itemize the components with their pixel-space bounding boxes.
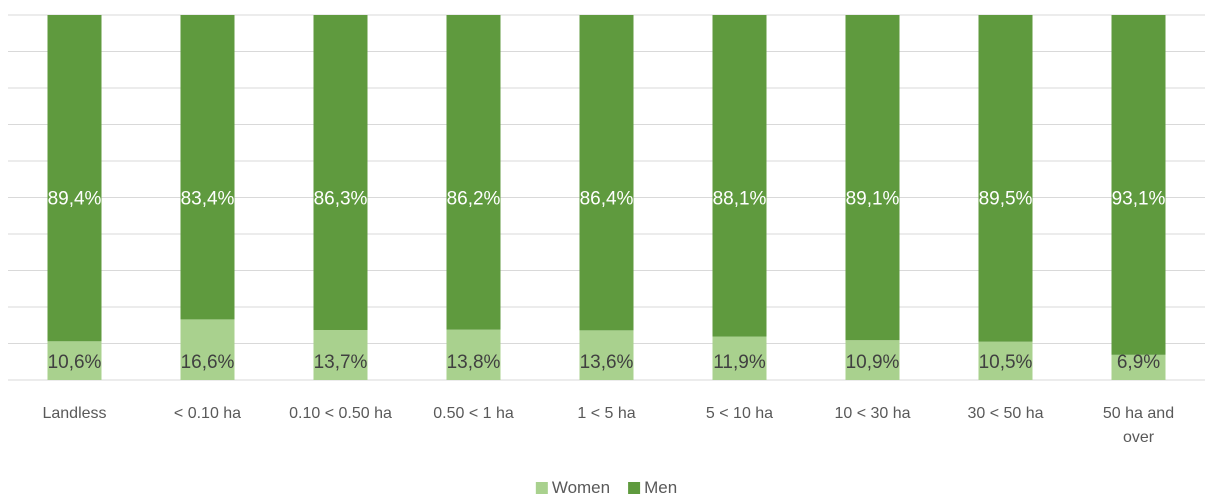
data-label-women: 10,9% (846, 352, 900, 373)
x-tick-label: 0.10 < 0.50 ha (289, 405, 392, 422)
data-label-men: 88,1% (713, 189, 767, 210)
data-label-women: 13,8% (447, 352, 501, 373)
bar-women-4 (579, 330, 634, 380)
x-tick-label: 30 < 50 ha (967, 405, 1043, 422)
bar-men-7 (978, 15, 1033, 342)
bar-women-3 (446, 329, 501, 380)
data-label-women: 13,7% (314, 352, 368, 373)
bar-men-1 (180, 15, 235, 320)
bar-men-3 (446, 15, 501, 330)
legend-swatch-men (628, 482, 641, 494)
x-tick-label: Landless (42, 405, 106, 422)
bar-women-7 (978, 341, 1033, 380)
data-label-women: 10,6% (48, 352, 102, 373)
data-label-men: 89,5% (979, 189, 1033, 210)
data-label-men: 86,3% (314, 189, 368, 210)
bar-women-1 (180, 319, 235, 380)
data-label-men: 89,1% (846, 189, 900, 210)
legend-swatch-women (535, 482, 548, 494)
bar-women-5 (712, 336, 767, 380)
data-label-men: 86,4% (580, 189, 634, 210)
x-axis: Landless < 0.10 ha 0.10 < 0.50 ha 0.50 < 1 … (42, 405, 1174, 446)
x-tick-label: 5 < 10 ha (706, 405, 773, 422)
data-label-women: 16,6% (181, 352, 235, 373)
x-tick-label: 0.50 < 1 ha (433, 405, 514, 422)
bar-men-5 (712, 15, 767, 337)
x-tick-label: over (1123, 429, 1155, 446)
x-tick-label: < 0.10 ha (174, 405, 241, 422)
bar-men-6 (845, 15, 900, 341)
bar-women-2 (313, 329, 368, 380)
data-label-women: 13,6% (580, 352, 634, 373)
data-label-men: 93,1% (1112, 189, 1166, 210)
bar-women-0 (47, 341, 102, 380)
x-tick-label: 10 < 30 ha (834, 405, 910, 422)
legend: Women Men (535, 478, 677, 497)
bars (47, 15, 1166, 380)
bar-men-0 (47, 15, 102, 342)
data-label-women: 6,9% (1117, 352, 1160, 373)
bar-men-4 (579, 15, 634, 331)
data-label-women: 10,5% (979, 352, 1033, 373)
data-label-men: 86,2% (447, 189, 501, 210)
data-label-women: 11,9% (713, 352, 766, 373)
legend-label-men: Men (644, 478, 677, 497)
x-tick-label: 50 ha and (1103, 405, 1174, 422)
bar-men-8 (1111, 15, 1166, 355)
bar-women-6 (845, 340, 900, 380)
data-label-men: 89,4% (48, 189, 102, 210)
bar-men-2 (313, 15, 368, 330)
x-tick-label: 1 < 5 ha (577, 405, 635, 422)
legend-label-women: Women (552, 478, 610, 497)
data-label-men: 83,4% (181, 189, 235, 210)
bar-women-8 (1111, 354, 1166, 380)
data-labels: 10,6% 89,4% 16,6% 83,4% 13,7% 86,3% 13,8% 86,2%… (48, 189, 1166, 374)
